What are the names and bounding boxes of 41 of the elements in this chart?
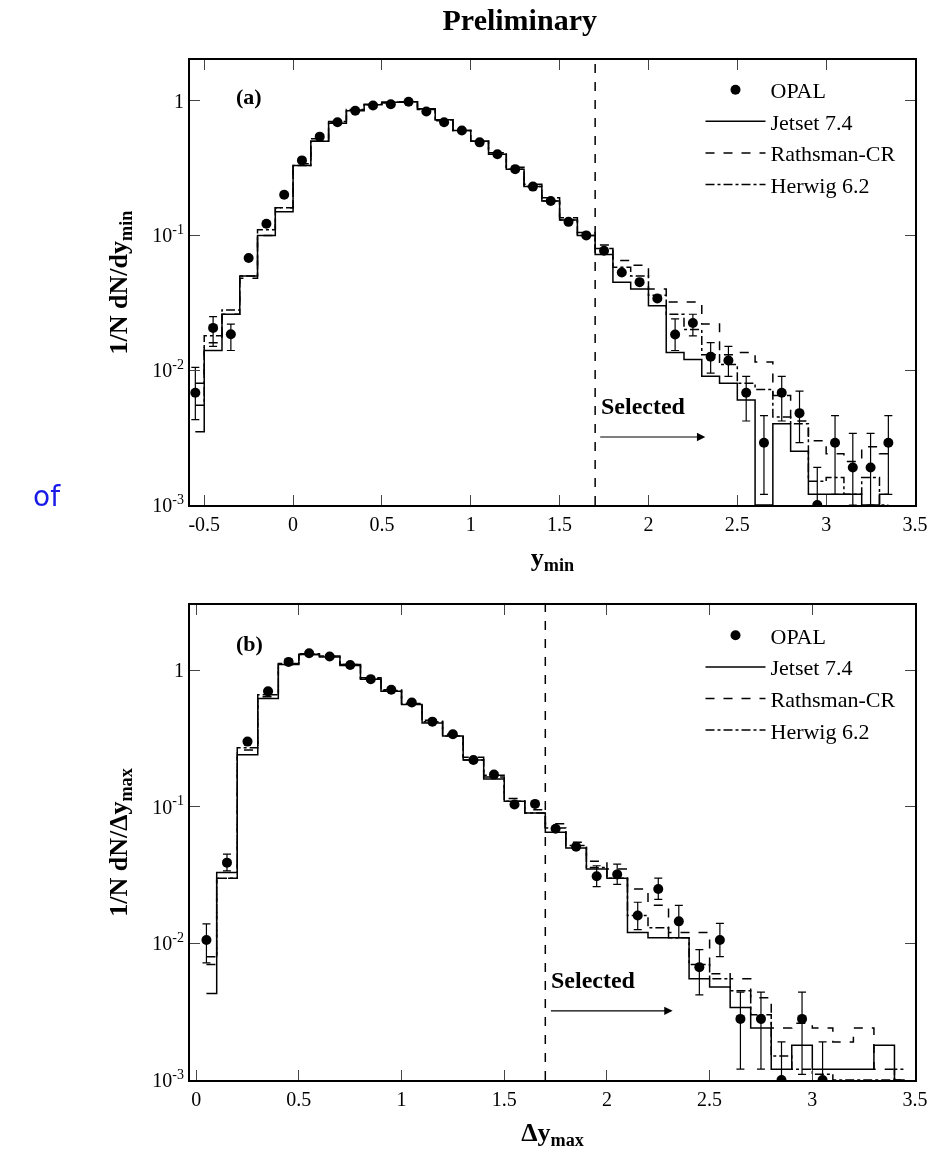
x-axis-title: Δy$_{max}$ [521, 1117, 584, 1150]
annotation: Selected [601, 393, 686, 419]
x-tick-label: 2.5 [697, 1088, 723, 1110]
chart-title: Preliminary [442, 2, 597, 36]
x-tick-label: 2.5 [724, 513, 750, 535]
x-tick-label: -0.5 [188, 513, 221, 535]
y-tick-label: 1 [174, 659, 184, 682]
y-tick-label: 10$^{-2}$ [152, 929, 184, 955]
annotation: Selected [551, 967, 636, 993]
y-tick-label: 1 [174, 89, 184, 112]
x-axis-title: y$_{min}$ [530, 542, 575, 575]
legend-label: Jetset 7.4 [770, 655, 853, 681]
text: of [33, 480, 62, 513]
x-tick-label: 0.5 [369, 513, 395, 535]
x-tick-label: 1.5 [547, 513, 573, 535]
legend-label: OPAL [770, 623, 826, 649]
y-tick-label: 10$^{-2}$ [152, 356, 184, 382]
x-tick-label: 1 [465, 513, 476, 535]
legend-label: Rathsman-CR [770, 687, 896, 713]
annotation: (b) [236, 631, 263, 656]
y-tick-label: 10$^{-3}$ [152, 491, 184, 516]
x-tick-label: 3 [821, 513, 832, 535]
x-tick-label: 0.5 [286, 1088, 312, 1110]
y-tick-label: 10$^{-1}$ [152, 221, 184, 247]
x-tick-label: 3.5 [902, 513, 928, 535]
x-tick-label: 2 [601, 1088, 612, 1110]
x-tick-label: 0 [288, 513, 299, 535]
x-tick-label: 1.5 [491, 1088, 517, 1110]
x-tick-label: 2 [643, 513, 654, 535]
legend-label: Rathsman-CR [770, 141, 896, 167]
legend-label: OPAL [770, 78, 826, 104]
x-tick-label: 0 [191, 1088, 202, 1110]
annotation: (a) [236, 84, 262, 109]
y-tick-label: 10$^{-3}$ [152, 1066, 184, 1091]
legend-label: Herwig 6.2 [770, 173, 870, 199]
legend-label: Herwig 6.2 [770, 718, 870, 744]
x-tick-label: 3 [807, 1088, 818, 1110]
y-tick-label: 10$^{-1}$ [152, 793, 184, 818]
x-tick-label: 1 [396, 1088, 407, 1110]
legend-label: Jetset 7.4 [770, 109, 853, 135]
x-tick-label: 3.5 [902, 1088, 928, 1110]
